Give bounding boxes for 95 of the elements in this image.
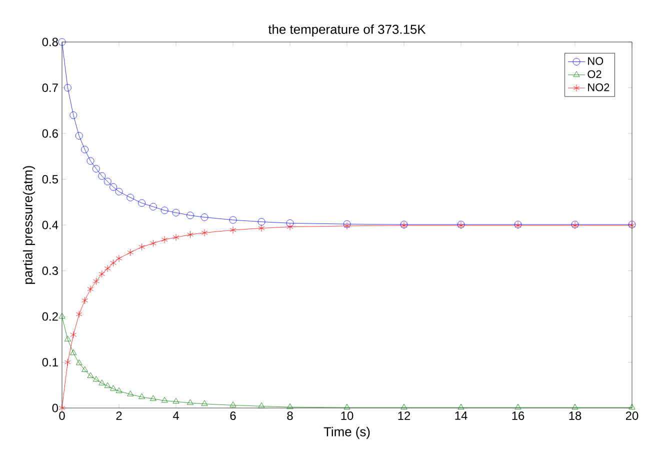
y-tick-label: 0.5 (42, 175, 58, 184)
point (172, 398, 180, 404)
point (64, 336, 71, 342)
point (98, 270, 106, 278)
y-tick-label: 0.4 (42, 220, 58, 230)
x-tick-label: 10 (341, 412, 354, 420)
x-tick-label: 20 (626, 412, 638, 420)
legend-label: NO (588, 57, 604, 65)
point (110, 259, 117, 267)
point (104, 382, 111, 388)
point (150, 395, 156, 401)
point (70, 112, 78, 119)
point (110, 385, 117, 391)
point (92, 278, 100, 285)
point (92, 376, 100, 382)
x-tick-label: 12 (398, 412, 410, 420)
point (286, 223, 294, 231)
x-tick-label: 18 (569, 412, 582, 420)
x-tick-label: 6 (230, 412, 236, 420)
point (86, 157, 94, 165)
point (286, 219, 294, 227)
point (81, 146, 88, 154)
point (127, 390, 134, 396)
point (172, 208, 180, 216)
point (400, 404, 408, 410)
y-tick-label: 0.3 (42, 266, 58, 275)
point (187, 230, 194, 238)
point (160, 206, 168, 214)
point (104, 264, 111, 272)
point (64, 358, 71, 366)
point (187, 399, 194, 405)
y-tick-label: 0.7 (42, 84, 58, 92)
point (286, 403, 294, 410)
point (98, 380, 106, 386)
point (201, 400, 208, 406)
point (58, 38, 66, 46)
point (258, 402, 265, 408)
point (87, 372, 94, 378)
x-tick-label: 16 (512, 412, 524, 420)
point (70, 349, 77, 356)
point (76, 310, 82, 318)
x-axis-title: Time (s) (324, 426, 370, 439)
point (161, 236, 168, 244)
point (58, 404, 66, 412)
point (230, 226, 236, 234)
y-tick-label: 0.2 (42, 312, 58, 321)
x-tick-label: 8 (287, 412, 293, 420)
x-tick-label: 4 (172, 412, 179, 420)
point (104, 178, 112, 186)
point (258, 218, 266, 226)
point (116, 254, 122, 262)
point (258, 224, 265, 232)
point (126, 194, 134, 202)
point (87, 285, 94, 293)
point (116, 387, 122, 394)
point (76, 359, 82, 366)
point (628, 404, 636, 410)
point (572, 404, 578, 410)
point (82, 296, 88, 304)
y-tick-label: 0.8 (42, 38, 58, 46)
y-tick-label: 0.1 (42, 358, 58, 366)
point (110, 183, 117, 191)
point (186, 212, 194, 220)
point (201, 229, 208, 236)
point (344, 404, 350, 410)
point (115, 188, 123, 196)
point (138, 243, 146, 251)
legend-label: O2 (588, 70, 602, 78)
y-axis-title: partial pressure(atm) (22, 166, 36, 284)
point (92, 165, 100, 172)
point (150, 203, 157, 210)
point (98, 172, 106, 180)
y-tick-label: 0.6 (42, 129, 58, 138)
point (229, 216, 237, 224)
point (150, 240, 156, 247)
point (127, 248, 134, 256)
point (161, 396, 168, 403)
point (230, 402, 236, 408)
point (138, 199, 146, 207)
point (75, 132, 83, 140)
point (138, 393, 146, 399)
point (172, 234, 180, 242)
chart-title: the temperature of 373.15K (268, 24, 426, 36)
point (514, 404, 522, 410)
x-tick-label: 0 (59, 412, 65, 420)
y-tick-label: 0 (52, 404, 58, 412)
legend-label: NO2 (588, 83, 610, 92)
point (58, 312, 66, 318)
point (64, 84, 72, 92)
point (200, 214, 208, 221)
x-tick-label: 2 (116, 412, 122, 420)
point (70, 331, 77, 338)
point (458, 404, 464, 410)
point (82, 366, 88, 372)
x-tick-label: 14 (455, 412, 468, 420)
